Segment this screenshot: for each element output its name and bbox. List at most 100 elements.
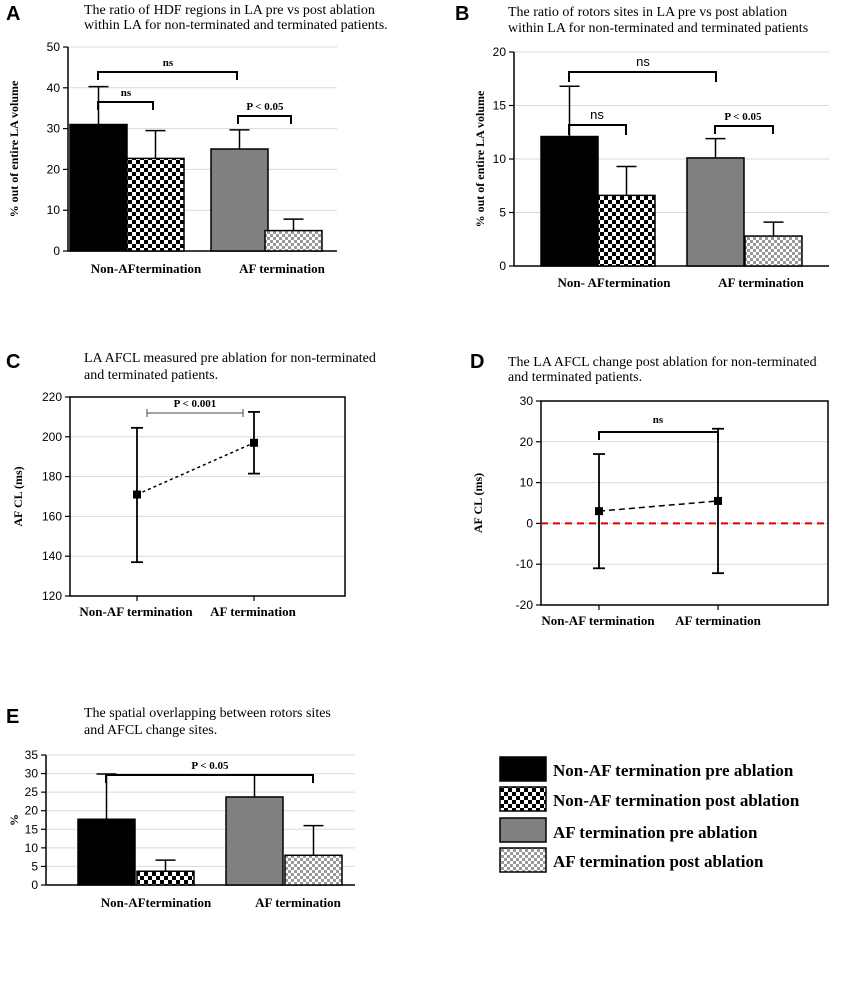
y-tick-label-E: 10	[25, 841, 39, 855]
y-tick-label-E: 15	[25, 822, 39, 836]
y-tick-label-A: 0	[53, 244, 60, 258]
panel-letter-E: E	[6, 706, 19, 728]
bar-A-g1-s1	[264, 229, 323, 252]
significance-bracket-C	[146, 409, 244, 417]
panel-title-A-2: within LA for non-terminated and termina…	[84, 18, 388, 33]
panel-title-E-1: The spatial overlapping between rotors s…	[84, 706, 331, 721]
y-tick-label-A: 10	[47, 203, 61, 217]
legend-swatch-gray	[499, 817, 547, 843]
significance-label-D: ns	[653, 414, 664, 426]
bar-A-g0-s0	[69, 123, 128, 252]
y-tick-label-C: 140	[42, 549, 62, 563]
y-tick-label-C: 120	[42, 589, 62, 603]
y-tick-label-D: 20	[520, 435, 534, 449]
bar-E-g1-s1	[284, 854, 343, 886]
y-tick-label-E: 35	[25, 748, 39, 762]
legend-swatch-black	[499, 756, 547, 782]
y-tick-label-C: 220	[42, 390, 62, 404]
y-tick-label-A: 50	[47, 40, 61, 54]
y-tick-label-E: 0	[31, 878, 38, 892]
plot-frame-D	[540, 400, 829, 606]
trend-line-C	[136, 442, 255, 496]
y-axis-label-A: % out of entire LA volume	[7, 80, 21, 217]
y-tick-label-E: 25	[25, 785, 39, 799]
panel-letter-C: C	[6, 351, 20, 373]
y-tick-label-E: 30	[25, 767, 39, 781]
y-tick-label-A: 20	[47, 162, 61, 176]
bar-E-g0-s0	[77, 818, 136, 886]
legend-label-3: AF termination pre ablation	[553, 823, 758, 842]
panel-letter-D: D	[470, 351, 484, 373]
y-axis-label-C: AF CL (ms)	[11, 466, 25, 526]
x-category-label-D: Non-AF termination	[541, 613, 655, 628]
legend-swatch-checker-light	[499, 847, 547, 873]
y-tick-label-C: 160	[42, 509, 62, 523]
significance-label-B: P < 0.05	[724, 111, 762, 123]
y-tick-label-E: 5	[31, 859, 38, 873]
legend-label-1: Non-AF termination pre ablation	[553, 761, 794, 780]
y-tick-label-A: 40	[47, 81, 61, 95]
data-point-C-1	[250, 438, 258, 447]
y-tick-label-D: -20	[516, 598, 534, 612]
trend-line-D	[598, 500, 719, 512]
y-tick-label-B: 5	[499, 206, 506, 220]
data-point-C-0	[133, 490, 141, 499]
bar-E-g0-s1	[136, 870, 195, 886]
legend-swatch-checker-dark	[499, 786, 547, 812]
bar-B-g1-s0	[686, 157, 745, 267]
y-tick-label-B: 15	[493, 99, 507, 113]
panel-title-B-1: The ratio of rotors sites in LA pre vs p…	[508, 5, 787, 20]
y-tick-label-E: 20	[25, 804, 39, 818]
x-category-label-D: AF termination	[675, 613, 762, 628]
significance-label-E: P < 0.05	[191, 760, 229, 772]
x-category-label-A: Non-AFtermination	[91, 261, 202, 276]
y-tick-label-D: 10	[520, 476, 534, 490]
x-category-label-A: AF termination	[239, 261, 326, 276]
panel-letter-A: A	[6, 3, 20, 25]
panel-letter-B: B	[455, 3, 469, 25]
significance-bracket-B	[568, 124, 627, 135]
y-tick-label-C: 200	[42, 430, 62, 444]
y-axis-label-B: % out of entire LA volume	[473, 90, 487, 227]
panel-title-A-1: The ratio of HDF regions in LA pre vs po…	[84, 3, 375, 18]
significance-bracket-B	[568, 71, 717, 82]
data-point-D-1	[714, 496, 722, 505]
x-category-label-C: AF termination	[210, 604, 297, 619]
legend: Non-AF termination pre ablation Non-AF t…	[499, 756, 800, 873]
panel-title-C-1: LA AFCL measured pre ablation for non-te…	[84, 351, 376, 366]
y-tick-label-B: 10	[493, 152, 507, 166]
y-tick-label-D: 30	[520, 394, 534, 408]
plot-frame-C	[69, 396, 346, 597]
significance-bracket-E	[105, 774, 314, 783]
bar-B-g0-s1	[597, 194, 656, 267]
y-tick-label-D: -10	[516, 557, 534, 571]
x-category-label-E: AF termination	[255, 895, 342, 910]
bar-A-g1-s0	[210, 148, 269, 252]
y-tick-label-B: 20	[493, 45, 507, 59]
panel-title-D-1: The LA AFCL change post ablation for non…	[508, 355, 817, 370]
significance-bracket-D	[598, 431, 719, 440]
significance-bracket-A	[97, 101, 154, 110]
significance-label-A: ns	[163, 57, 174, 69]
y-tick-label-C: 180	[42, 470, 62, 484]
x-category-label-B: Non- AFtermination	[557, 275, 671, 290]
significance-label-C: P < 0.001	[174, 398, 217, 410]
significance-bracket-B	[714, 125, 774, 134]
bar-B-g1-s1	[744, 235, 803, 267]
x-category-label-C: Non-AF termination	[79, 604, 193, 619]
significance-label-A: ns	[121, 87, 132, 99]
data-point-D-0	[595, 507, 603, 516]
significance-label-B: ns	[636, 54, 650, 69]
bar-E-g1-s0	[225, 796, 284, 886]
panel-title-B-2: within LA for non-terminated and termina…	[508, 21, 808, 36]
x-category-label-E: Non-AFtermination	[101, 895, 212, 910]
significance-label-A: P < 0.05	[246, 101, 284, 113]
legend-label-2: Non-AF termination post ablation	[553, 791, 800, 810]
significance-bracket-A	[237, 115, 292, 124]
panel-title-C-2: and terminated patients.	[84, 368, 218, 383]
y-tick-label-B: 0	[499, 259, 506, 273]
panel-title-D-2: and terminated patients.	[508, 370, 642, 385]
y-axis-label-D: AF CL (ms)	[471, 473, 485, 533]
y-tick-label-A: 30	[47, 122, 61, 136]
